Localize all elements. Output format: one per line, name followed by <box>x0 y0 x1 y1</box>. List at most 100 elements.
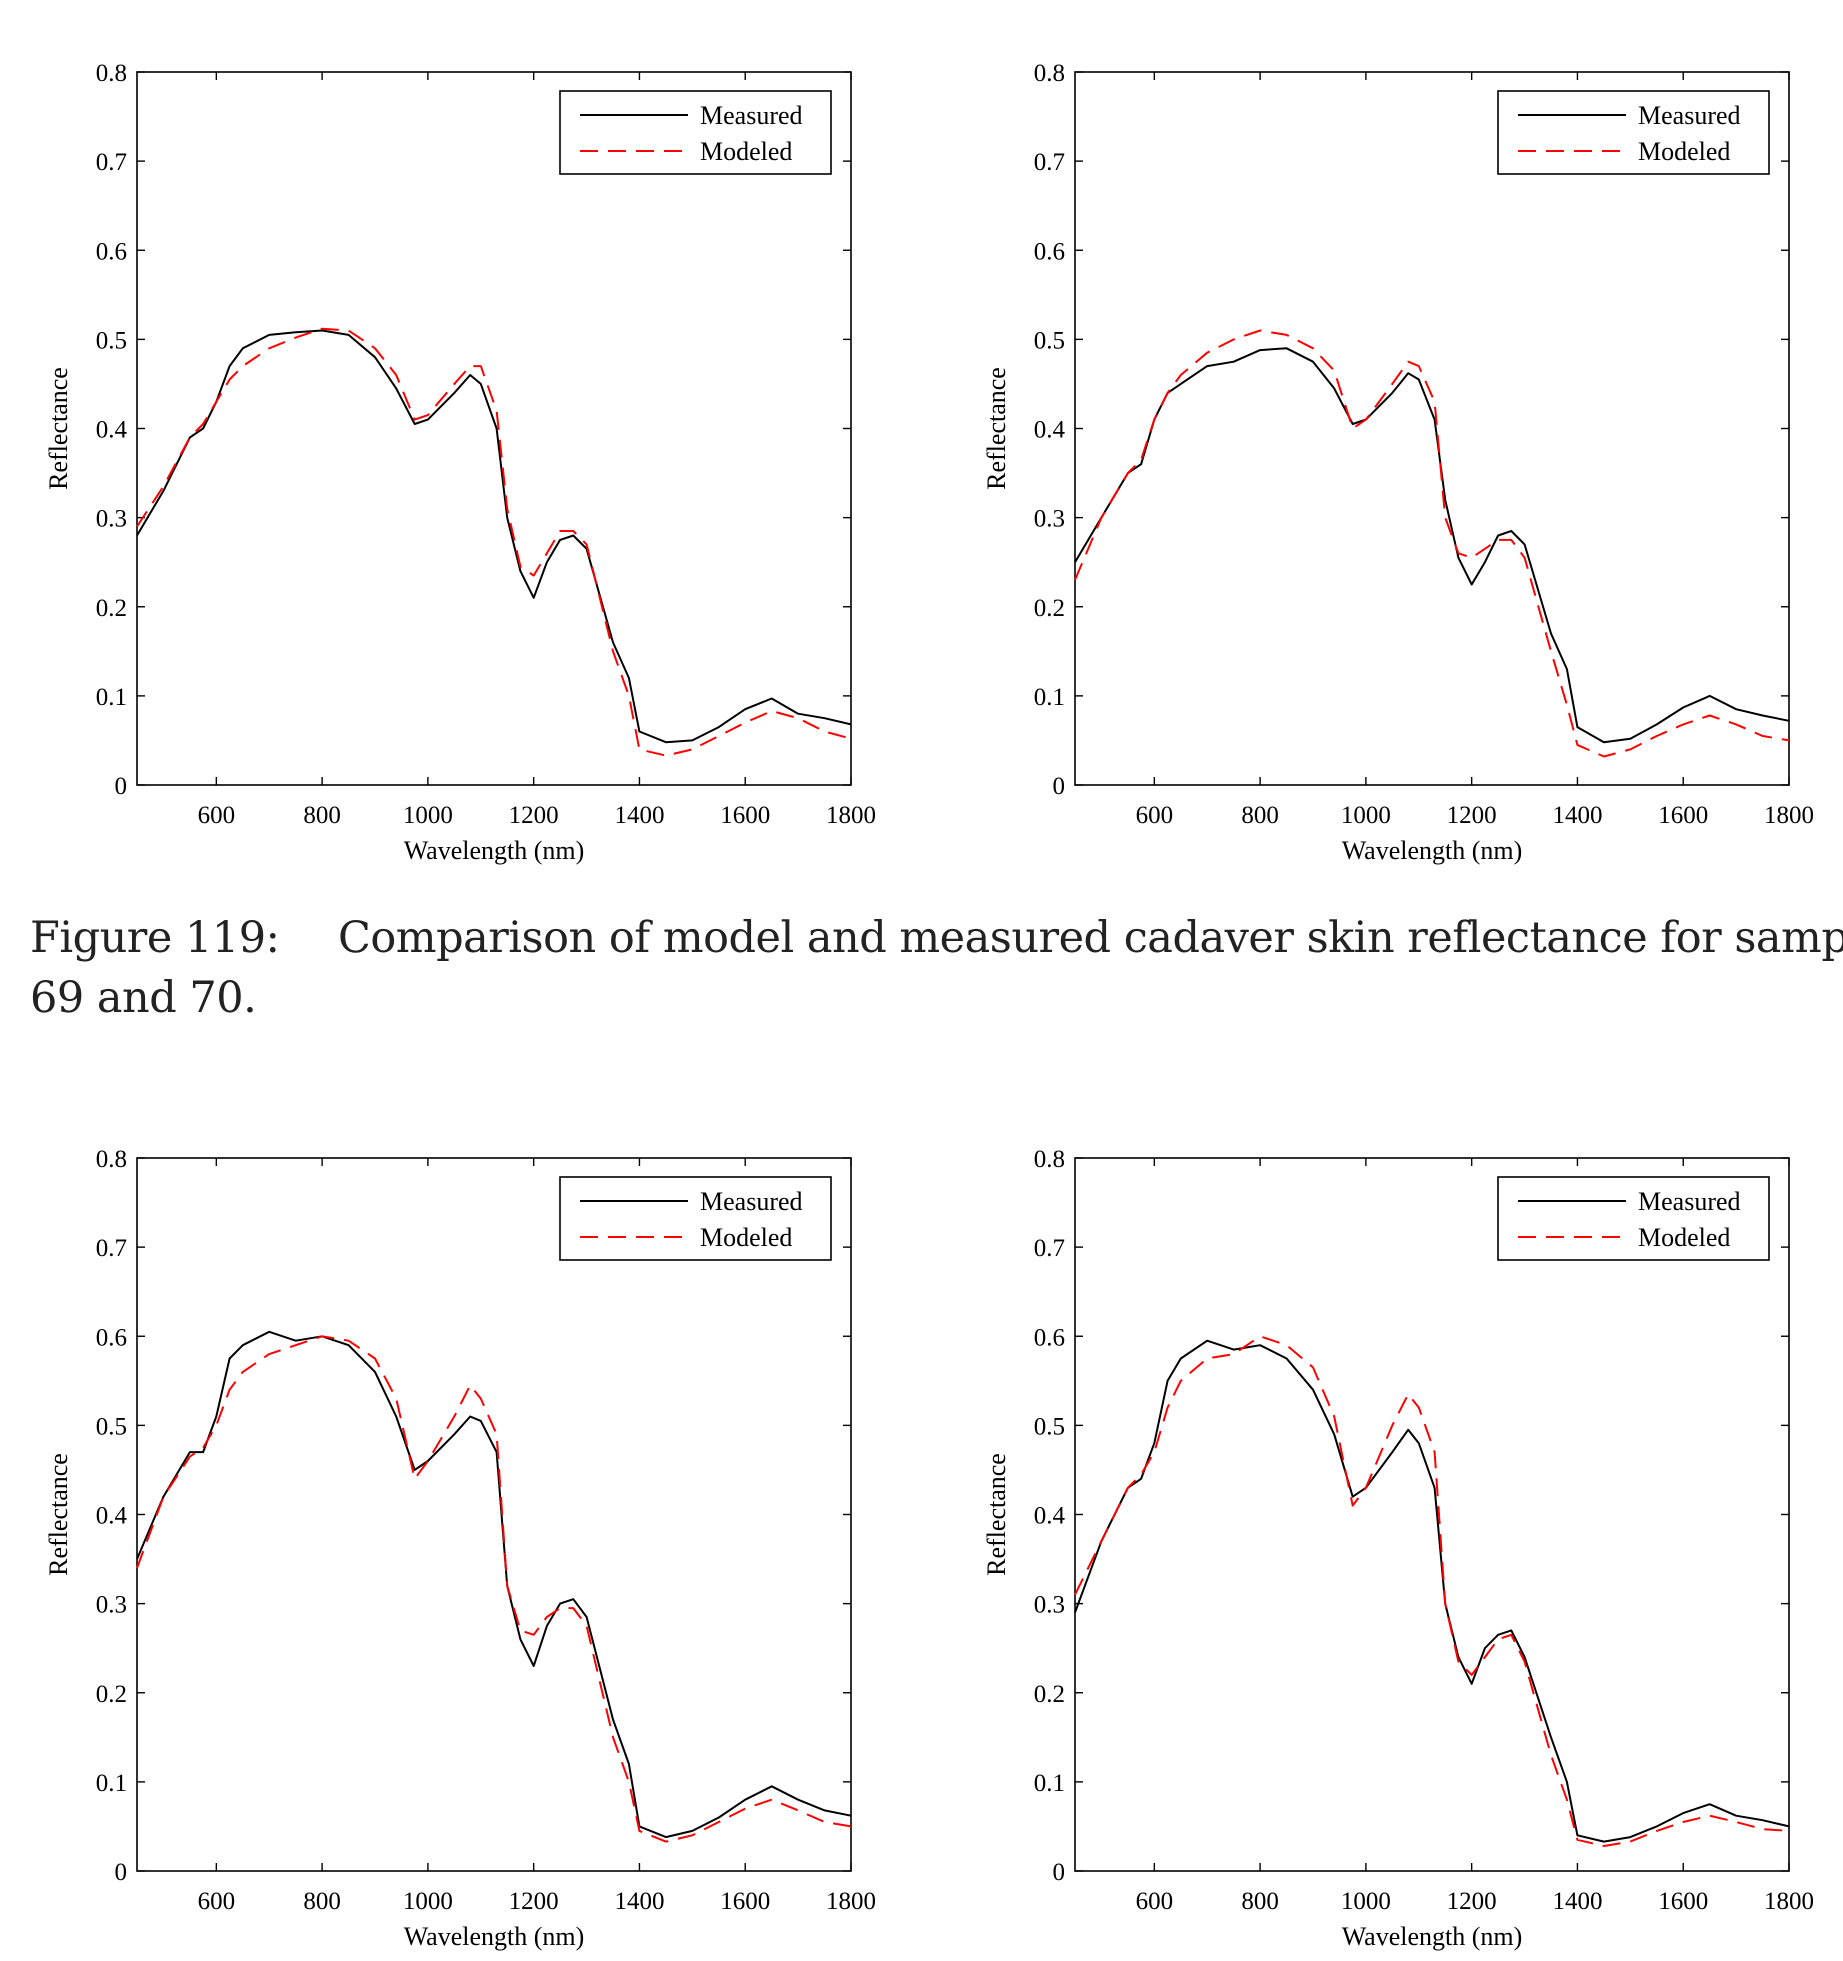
legend-label-modeled: Modeled <box>700 137 792 166</box>
x-tick-label: 1400 <box>1552 802 1602 829</box>
y-tick-label: 0.5 <box>1034 1413 1065 1440</box>
legend-label-modeled: Modeled <box>1638 1223 1730 1252</box>
x-tick-label: 1400 <box>614 1888 664 1915</box>
caption-text-line1: Comparison of model and measured cadaver… <box>338 913 1843 963</box>
y-tick-label: 0.8 <box>96 1146 127 1173</box>
x-tick-label: 1800 <box>1764 802 1814 829</box>
series-line-measured <box>1074 1339 1790 1843</box>
plot-frame <box>1074 1157 1790 1872</box>
series-line-modeled <box>136 1335 852 1843</box>
caption-text-line2: 69 and 70. <box>30 973 257 1023</box>
x-tick-label: 1600 <box>720 1888 770 1915</box>
x-tick-label: 1600 <box>1658 1888 1708 1915</box>
y-tick-label: 0.4 <box>1034 417 1066 444</box>
x-tick-label: 600 <box>1136 802 1174 829</box>
chart-panel-1: 600 800 1000 1200 1400 1600 1800 0 0.1 0.2 0.3 0.4 0… <box>44 60 876 865</box>
legend-box <box>559 90 832 175</box>
legend-box <box>559 1176 832 1261</box>
chart-panel-3: 600 800 1000 1200 1400 1600 1800 0 0.1 0.2 0.3 0.4 0… <box>44 1146 876 1951</box>
y-axis-label: Reflectance <box>982 1453 1011 1576</box>
y-tick-label: 0.7 <box>1034 1235 1065 1262</box>
y-tick-label: 0.6 <box>1034 1324 1065 1351</box>
x-tick-label: 1400 <box>614 802 664 829</box>
x-tick-label: 1200 <box>509 1888 559 1915</box>
x-tick-label: 1800 <box>826 802 876 829</box>
legend-label-modeled: Modeled <box>1638 137 1730 166</box>
series-line-modeled <box>1074 329 1790 758</box>
legend-label-measured: Measured <box>700 101 803 130</box>
y-tick-label: 0.1 <box>1034 684 1065 711</box>
y-tick-label: 0.5 <box>96 327 127 354</box>
y-tick-label: 0.7 <box>96 1235 127 1262</box>
legend-label-measured: Measured <box>700 1187 803 1216</box>
y-tick-label: 0 <box>115 1859 128 1886</box>
figure-caption: Figure 119: Comparison of model and measu… <box>30 908 1843 1028</box>
legend-label-modeled: Modeled <box>700 1223 792 1252</box>
x-tick-label: 1000 <box>403 802 453 829</box>
plot-frame <box>1074 71 1790 786</box>
x-tick-label: 800 <box>303 802 341 829</box>
x-tick-label: 800 <box>1241 802 1279 829</box>
x-tick-label: 600 <box>1136 1888 1174 1915</box>
plot-frame <box>136 71 852 786</box>
y-tick-label: 0.3 <box>96 506 127 533</box>
x-tick-label: 1000 <box>403 1888 453 1915</box>
y-axis-label: Reflectance <box>44 367 73 490</box>
y-tick-label: 0.2 <box>96 595 127 622</box>
x-axis-label: Wavelength (nm) <box>1342 836 1523 865</box>
y-tick-label: 0.4 <box>96 417 128 444</box>
legend-label-measured: Measured <box>1638 101 1741 130</box>
x-axis-label: Wavelength (nm) <box>404 836 585 865</box>
x-tick-label: 1800 <box>1764 1888 1814 1915</box>
y-tick-label: 0.3 <box>1034 506 1065 533</box>
y-tick-label: 0.3 <box>1034 1592 1065 1619</box>
y-tick-label: 0.1 <box>96 1770 127 1797</box>
y-tick-label: 0.8 <box>96 60 127 87</box>
y-tick-label: 0.7 <box>96 149 127 176</box>
y-tick-label: 0.5 <box>1034 327 1065 354</box>
x-tick-label: 1600 <box>720 802 770 829</box>
caption-label: Figure 119: <box>30 913 280 963</box>
y-tick-label: 0.4 <box>1034 1503 1066 1530</box>
x-tick-label: 1200 <box>1447 802 1497 829</box>
series-line-measured <box>136 329 852 744</box>
x-axis-label: Wavelength (nm) <box>1342 1922 1523 1951</box>
y-tick-label: 0.6 <box>96 1324 127 1351</box>
x-tick-label: 600 <box>198 802 236 829</box>
x-tick-label: 1600 <box>1658 802 1708 829</box>
y-tick-label: 0 <box>115 773 128 800</box>
legend-label-measured: Measured <box>1638 1187 1741 1216</box>
series-line-modeled <box>136 327 852 757</box>
x-tick-label: 600 <box>198 1888 236 1915</box>
y-tick-label: 0.5 <box>96 1413 127 1440</box>
plot-frame <box>136 1157 852 1872</box>
y-tick-label: 0.2 <box>1034 595 1065 622</box>
y-tick-label: 0.1 <box>96 684 127 711</box>
y-tick-label: 0.3 <box>96 1592 127 1619</box>
series-line-measured <box>1074 347 1790 744</box>
y-tick-label: 0.8 <box>1034 1146 1065 1173</box>
x-tick-label: 1000 <box>1341 1888 1391 1915</box>
x-tick-label: 1000 <box>1341 802 1391 829</box>
y-tick-label: 0 <box>1053 773 1066 800</box>
y-tick-label: 0.2 <box>1034 1681 1065 1708</box>
y-tick-label: 0.8 <box>1034 60 1065 87</box>
chart-panel-4: 600 800 1000 1200 1400 1600 1800 0 0.1 0.2 0.3 0.4 0… <box>982 1146 1814 1951</box>
legend-box <box>1497 90 1770 175</box>
series-line-measured <box>136 1330 852 1839</box>
y-tick-label: 0 <box>1053 1859 1066 1886</box>
x-axis-label: Wavelength (nm) <box>404 1922 585 1951</box>
x-tick-label: 1200 <box>1447 1888 1497 1915</box>
x-tick-label: 800 <box>1241 1888 1279 1915</box>
series-line-modeled <box>1074 1335 1790 1847</box>
legend-box <box>1497 1176 1770 1261</box>
y-tick-label: 0.4 <box>96 1503 128 1530</box>
y-tick-label: 0.6 <box>1034 238 1065 265</box>
x-tick-label: 1400 <box>1552 1888 1602 1915</box>
y-tick-label: 0.7 <box>1034 149 1065 176</box>
x-tick-label: 1200 <box>509 802 559 829</box>
y-axis-label: Reflectance <box>982 367 1011 490</box>
x-tick-label: 800 <box>303 1888 341 1915</box>
chart-panel-2: 600 800 1000 1200 1400 1600 1800 0 0.1 0.2 0.3 0.4 0… <box>982 60 1814 865</box>
